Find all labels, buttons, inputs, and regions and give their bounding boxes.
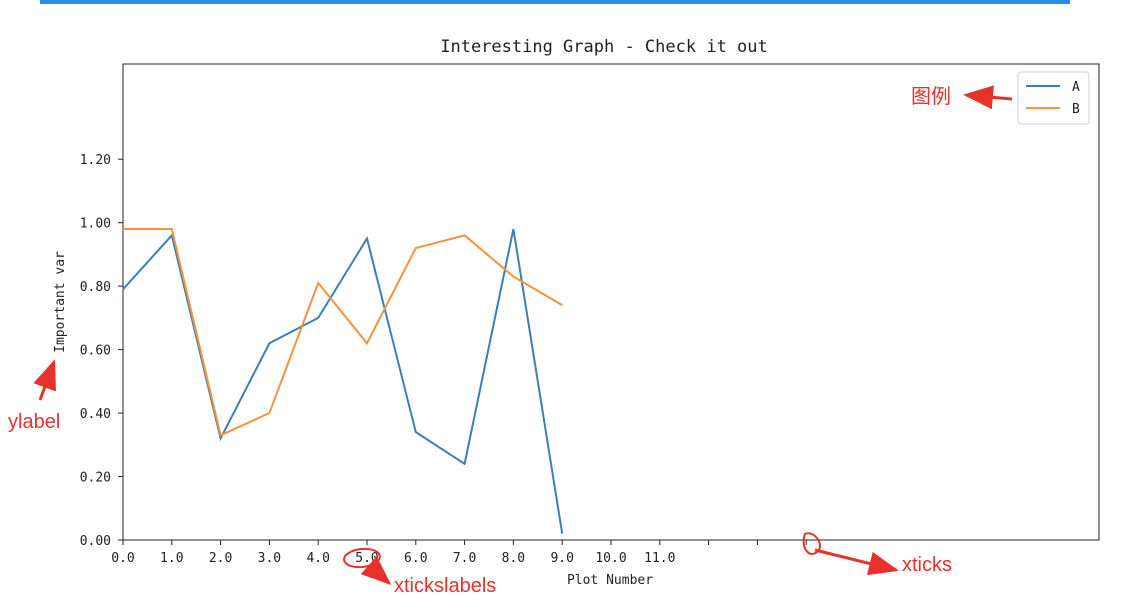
annotations: 图例 ylabel xtickslabels xticks bbox=[8, 85, 1013, 597]
x-tick-label: 1.0 bbox=[160, 551, 183, 566]
annotation-xticks-arrow bbox=[814, 548, 899, 576]
y-tick-label: 0.80 bbox=[80, 280, 111, 295]
x-tick-label: 6.0 bbox=[404, 551, 427, 566]
legend: A B bbox=[1017, 71, 1090, 125]
x-tick-label: 9.0 bbox=[550, 551, 573, 566]
y-tick-label: 1.20 bbox=[80, 153, 111, 168]
annotation-xticks-note: xticks bbox=[902, 554, 952, 576]
y-tick-label: 1.00 bbox=[80, 217, 111, 232]
y-axis-ticks: 0.00 0.20 0.40 0.60 0.80 1.00 1.20 bbox=[80, 153, 123, 549]
x-tick-label: 10.0 bbox=[595, 551, 626, 566]
x-tick-label: 8.0 bbox=[502, 551, 525, 566]
y-tick-label: 0.60 bbox=[80, 344, 111, 359]
chart-title: Interesting Graph - Check it out bbox=[440, 37, 768, 57]
y-tick-label: 0.00 bbox=[80, 534, 111, 549]
y-tick-label: 0.20 bbox=[80, 471, 111, 486]
top-accent-bar bbox=[40, 0, 1070, 4]
plot-area-frame bbox=[122, 63, 1100, 541]
series-line-b bbox=[123, 228, 563, 437]
x-tick-label: 2.0 bbox=[209, 551, 232, 566]
x-tick-label: 4.0 bbox=[306, 551, 329, 566]
legend-label-b: B bbox=[1072, 102, 1080, 117]
annotation-xtickslabels-note: xtickslabels bbox=[394, 575, 496, 597]
x-axis-label: Plot Number bbox=[567, 573, 653, 588]
annotation-ylabel-note: ylabel bbox=[8, 411, 60, 433]
x-tick-label: 7.0 bbox=[453, 551, 476, 566]
annotation-legend-arrow bbox=[963, 85, 1013, 110]
y-axis-label: Important var bbox=[53, 251, 68, 353]
annotation-ticklabel-arrow bbox=[360, 556, 392, 585]
x-tick-label: 3.0 bbox=[258, 551, 281, 566]
x-axis-ticks: 0.0 1.0 2.0 3.0 4.0 5.0 6.0 7.0 8.0 9.0 10.0 11.0 bbox=[111, 540, 807, 566]
x-tick-label: 11.0 bbox=[644, 551, 675, 566]
annotation-ylabel-arrow bbox=[33, 359, 56, 401]
x-tick-label: 0.0 bbox=[111, 551, 134, 566]
annotation-legend-note: 图例 bbox=[911, 85, 951, 108]
series-lines bbox=[122, 228, 564, 534]
legend-label-a: A bbox=[1072, 80, 1080, 95]
y-tick-label: 0.40 bbox=[80, 407, 111, 422]
series-line-a bbox=[122, 228, 564, 534]
